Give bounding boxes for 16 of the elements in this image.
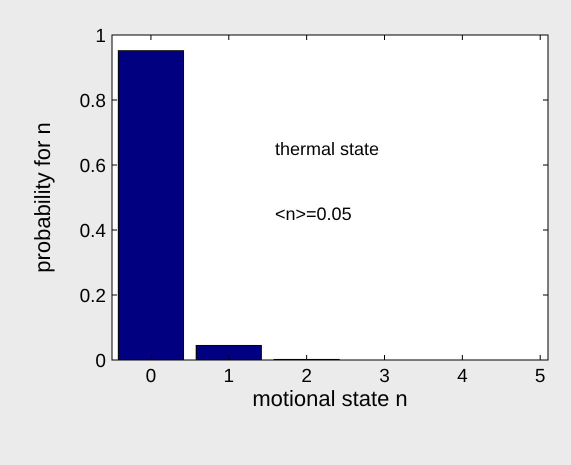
x-tick-label: 3 bbox=[379, 366, 390, 387]
annotation: <n>=0.05 bbox=[275, 204, 352, 224]
annotation: thermal state bbox=[275, 139, 380, 159]
x-axis-title: motional state n bbox=[252, 386, 408, 411]
x-tick-label: 0 bbox=[146, 366, 156, 387]
x-tick-label: 5 bbox=[534, 366, 546, 387]
y-tick-label: 0.2 bbox=[80, 286, 106, 307]
y-tick-label: 0.8 bbox=[80, 91, 106, 112]
y-tick-label: 0 bbox=[95, 351, 106, 372]
y-tick-label: 0.4 bbox=[80, 221, 106, 242]
y-axis-title: probability for n bbox=[30, 122, 55, 273]
y-tick-label: 1 bbox=[95, 26, 106, 47]
x-tick-label: 4 bbox=[457, 366, 468, 387]
y-tick-label: 0.6 bbox=[80, 156, 106, 177]
x-tick-label: 2 bbox=[301, 366, 312, 387]
x-tick-label: 1 bbox=[223, 366, 234, 387]
